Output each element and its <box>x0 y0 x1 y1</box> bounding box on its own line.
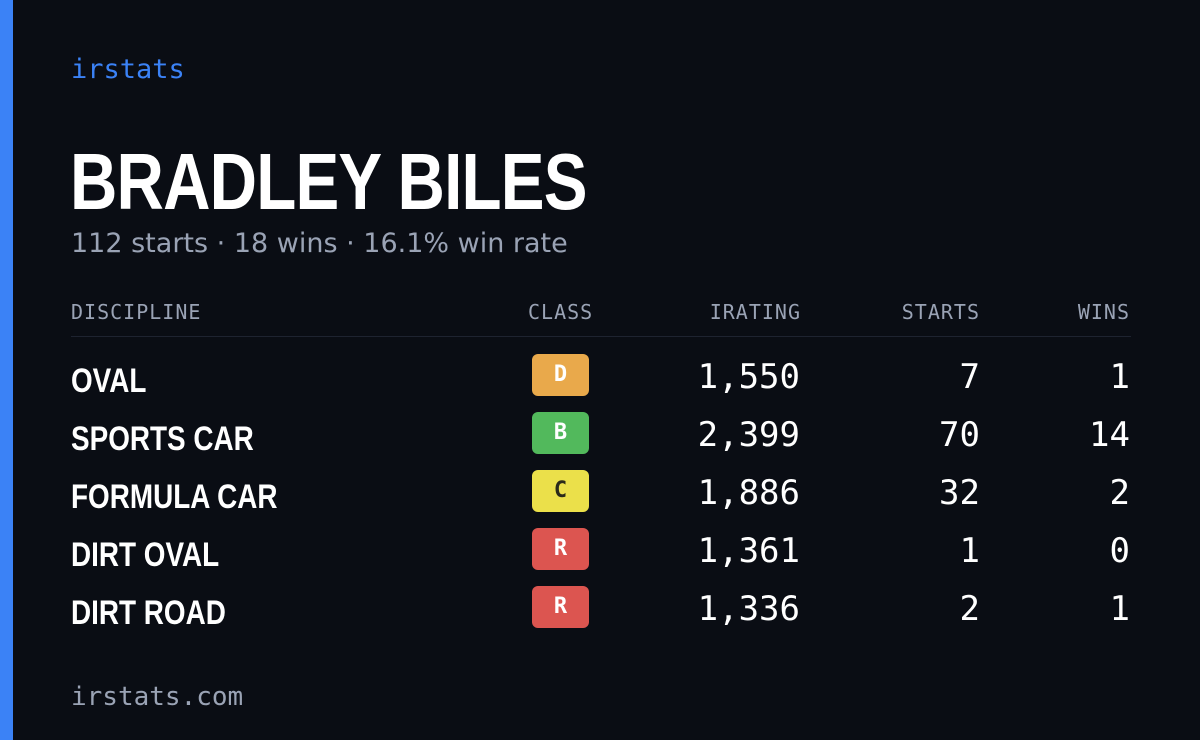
header-discipline: DISCIPLINE <box>71 300 202 324</box>
irating-value: 1,361 <box>697 531 800 571</box>
irating-value: 2,399 <box>697 415 800 455</box>
table-row: OVAL D 1,550 7 1 <box>71 353 1131 411</box>
discipline-name: DIRT OVAL <box>71 536 220 574</box>
starts-value: 70 <box>939 415 980 455</box>
wins-value: 1 <box>1109 357 1130 397</box>
wins-value: 0 <box>1109 531 1130 571</box>
discipline-name: DIRT ROAD <box>71 594 226 632</box>
wins-value: 14 <box>1089 415 1130 455</box>
class-badge: R <box>532 528 589 570</box>
table-header: DISCIPLINE CLASS IRATING STARTS WINS <box>71 298 1131 337</box>
wins-value: 1 <box>1109 589 1130 629</box>
player-name: BRADLEY BILES <box>70 137 587 226</box>
table-body: OVAL D 1,550 7 1 SPORTS CAR B 2,399 70 1… <box>71 353 1131 643</box>
accent-bar <box>0 0 13 740</box>
brand-logo: irstats <box>71 54 185 85</box>
table-row: DIRT OVAL R 1,361 1 0 <box>71 527 1131 585</box>
table-row: SPORTS CAR B 2,399 70 14 <box>71 411 1131 469</box>
class-badge: C <box>532 470 589 512</box>
header-class: CLASS <box>528 300 594 324</box>
discipline-table: DISCIPLINE CLASS IRATING STARTS WINS OVA… <box>71 298 1131 643</box>
starts-value: 7 <box>959 357 980 397</box>
table-row: DIRT ROAD R 1,336 2 1 <box>71 585 1131 643</box>
footer-url[interactable]: irstats.com <box>71 682 244 712</box>
table-row: FORMULA CAR C 1,886 32 2 <box>71 469 1131 527</box>
player-summary: 112 starts · 18 wins · 16.1% win rate <box>71 228 568 259</box>
discipline-name: FORMULA CAR <box>71 478 278 516</box>
irating-value: 1,550 <box>697 357 800 397</box>
irating-value: 1,336 <box>697 589 800 629</box>
starts-value: 2 <box>959 589 980 629</box>
header-wins: WINS <box>1077 300 1130 324</box>
class-badge: D <box>532 354 589 396</box>
discipline-name: OVAL <box>71 362 147 400</box>
class-badge: B <box>532 412 589 454</box>
starts-value: 1 <box>959 531 980 571</box>
irating-value: 1,886 <box>697 473 800 513</box>
header-irating: IRATING <box>709 300 801 324</box>
wins-value: 2 <box>1109 473 1130 513</box>
discipline-name: SPORTS CAR <box>71 420 254 458</box>
class-badge: R <box>532 586 589 628</box>
header-starts: STARTS <box>901 300 980 324</box>
starts-value: 32 <box>939 473 980 513</box>
